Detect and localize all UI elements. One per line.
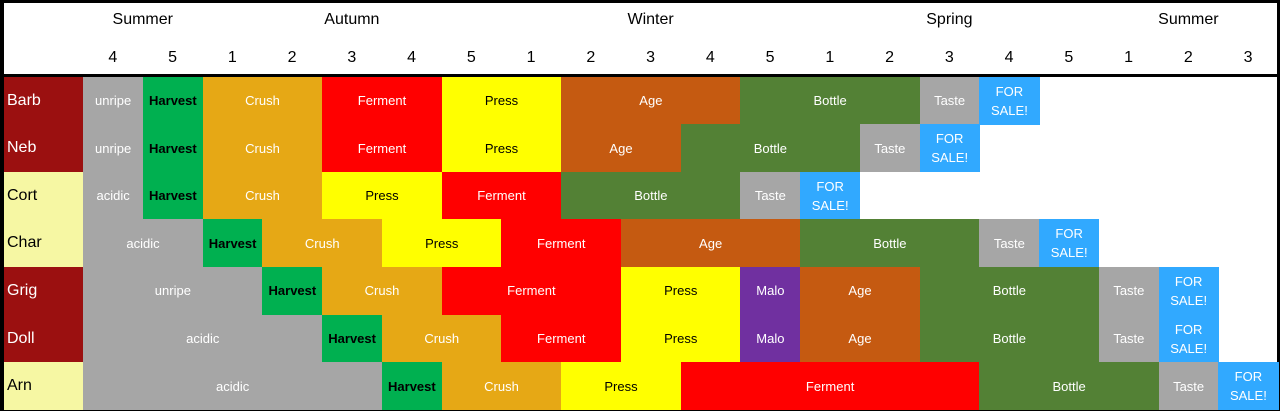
phase-bar-acidic: acidic [83,219,203,268]
phase-bar-ferment: Ferment [322,124,442,173]
week-number: 5 [765,49,775,66]
week-number: 1 [227,49,237,66]
phase-bar-for-sale: FOR SALE! [979,76,1040,125]
week-number: 2 [287,49,297,66]
phase-bar-harvest: Harvest [262,266,323,315]
phase-bar-age: Age [620,219,801,268]
week-number: 3 [1243,49,1253,66]
phase-bar-press: Press [561,362,681,411]
week-number: 5 [1064,49,1074,66]
phase-bar-ferment: Ferment [501,219,622,268]
season-label: Spring [926,11,973,28]
phase-bar-ferment: Ferment [441,266,622,315]
phase-bar-taste: Taste [859,124,920,173]
phase-bar-harvest: Harvest [142,76,203,125]
phase-bar-ferment: Ferment [501,314,622,363]
phase-bar-crush: Crush [441,362,562,411]
varietal-label: Grig [4,266,83,315]
phase-bar-ferment: Ferment [680,362,980,411]
week-number: 1 [526,49,536,66]
phase-bar-taste: Taste [1158,362,1219,411]
phase-bar-press: Press [441,124,562,173]
phase-bar-harvest: Harvest [142,124,203,173]
week-number: 5 [466,49,476,66]
phase-bar-ferment: Ferment [322,76,442,125]
phase-bar-taste: Taste [740,171,801,220]
phase-bar-bottle: Bottle [919,266,1100,315]
phase-bar-harvest: Harvest [142,171,203,220]
week-number: 4 [1004,49,1014,66]
phase-bar-unripe: unripe [83,124,144,173]
phase-bar-crush: Crush [202,171,323,220]
phase-bar-for-sale: FOR SALE! [1039,219,1100,268]
phase-bar-crush: Crush [202,76,323,125]
phase-bar-harvest: Harvest [202,219,263,268]
phase-bar-crush: Crush [202,124,323,173]
phase-bar-malo: Malo [740,314,801,363]
varietal-label: Cort [4,171,83,220]
week-number: 1 [1124,49,1134,66]
week-number: 1 [825,49,835,66]
phase-bar-bottle: Bottle [800,219,980,268]
phase-bar-age: Age [800,314,920,363]
phase-bar-press: Press [322,171,442,220]
phase-bar-crush: Crush [322,266,442,315]
week-number: 4 [108,49,118,66]
phase-bar-bottle: Bottle [561,171,741,220]
phase-bar-acidic: acidic [83,171,144,220]
phase-bar-bottle: Bottle [740,76,920,125]
week-number: 2 [1183,49,1193,66]
phase-bar-bottle: Bottle [919,314,1100,363]
season-label: Summer [1158,11,1219,28]
phase-bar-age: Age [561,124,681,173]
varietal-label: Doll [4,314,83,363]
season-label: Autumn [324,11,380,28]
phase-bar-malo: Malo [740,266,801,315]
phase-bar-age: Age [800,266,920,315]
phase-bar-taste: Taste [919,76,980,125]
phase-bar-for-sale: FOR SALE! [800,171,861,220]
phase-bar-taste: Taste [1098,314,1159,363]
phase-bar-for-sale: FOR SALE! [1218,362,1279,411]
week-number: 2 [586,49,596,66]
phase-bar-press: Press [620,266,741,315]
phase-bar-crush: Crush [262,219,383,268]
week-number: 5 [168,49,178,66]
phase-bar-ferment: Ferment [441,171,562,220]
varietal-label: Char [4,219,83,268]
week-number: 4 [407,49,417,66]
phase-bar-bottle: Bottle [680,124,861,173]
season-label: Summer [112,11,173,28]
varietal-label: Arn [4,362,83,411]
phase-bar-press: Press [381,219,502,268]
phase-bar-press: Press [620,314,741,363]
phase-bar-press: Press [441,76,562,125]
week-number: 4 [705,49,715,66]
phase-bar-unripe: unripe [83,76,144,125]
phase-bar-taste: Taste [979,219,1040,268]
phase-bar-taste: Taste [1098,266,1159,315]
varietal-label: Neb [4,124,83,173]
phase-bar-for-sale: FOR SALE! [1158,266,1219,315]
week-number: 3 [347,49,357,66]
header-divider [4,74,1277,77]
season-label: Winter [627,11,674,28]
varietal-label: Barb [4,76,83,125]
phase-bar-crush: Crush [381,314,502,363]
phase-bar-acidic: acidic [83,314,323,363]
phase-bar-age: Age [561,76,741,125]
phase-bar-unripe: unripe [83,266,263,315]
phase-bar-acidic: acidic [83,362,383,411]
phase-bar-bottle: Bottle [979,362,1159,411]
phase-bar-harvest: Harvest [381,362,442,411]
week-number: 3 [944,49,954,66]
phase-bar-harvest: Harvest [322,314,383,363]
phase-bar-for-sale: FOR SALE! [919,124,980,173]
week-number: 3 [646,49,656,66]
phase-bar-for-sale: FOR SALE! [1158,314,1219,363]
week-number: 2 [885,49,895,66]
